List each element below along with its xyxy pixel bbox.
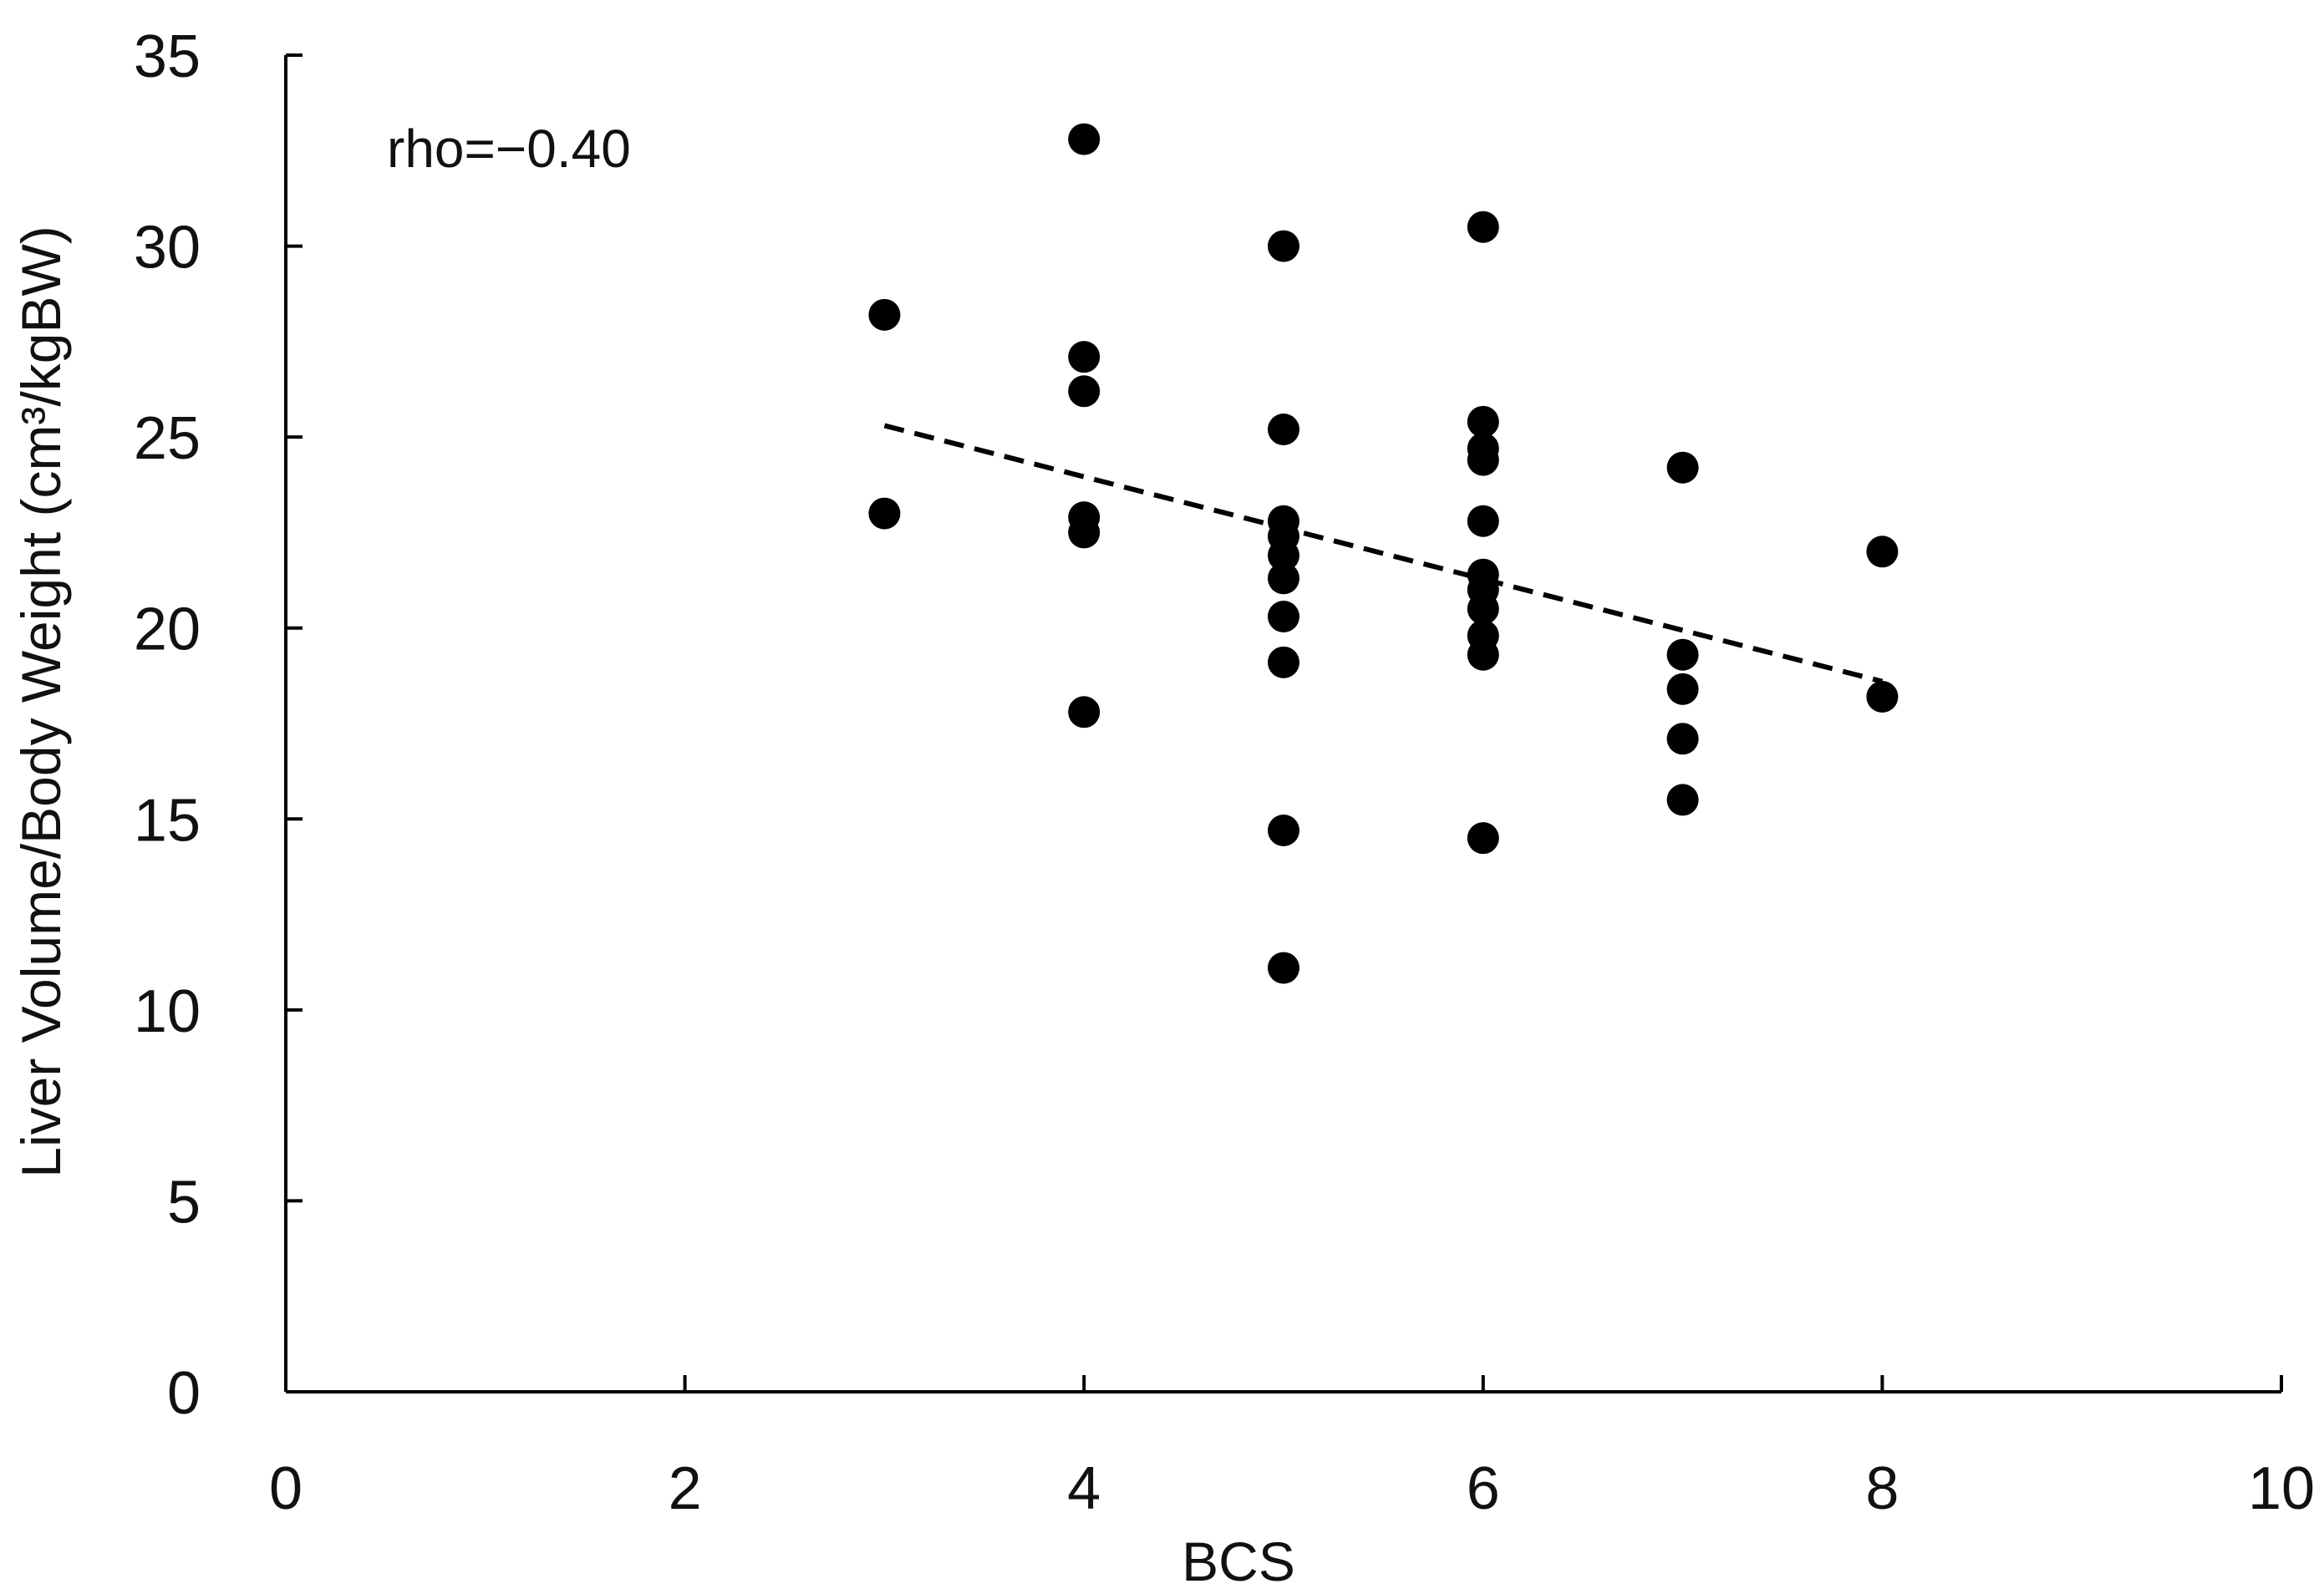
data-point [1268,815,1299,846]
data-point [1666,451,1699,484]
ticks: 0 2 4 6 8 10 0 5 10 15 20 25 30 35 [134,23,2315,1522]
data-point [1268,646,1299,678]
rho-annotation: rho=−0.40 [387,119,631,179]
data-point [1666,673,1699,705]
x-tick-label: 4 [1067,1455,1101,1522]
data-point [1467,211,1499,243]
trendline [883,423,1884,684]
x-tick-label: 6 [1467,1455,1500,1522]
y-tick-label: 30 [134,215,201,282]
x-tick-label: 8 [1865,1455,1899,1522]
data-point [1666,784,1699,816]
data-point [1866,681,1899,713]
x-axis-label: BCS [1182,1531,1295,1592]
data-point [1268,601,1299,632]
x-tick-label: 10 [2248,1455,2315,1522]
data-point [1666,638,1699,671]
y-tick-label: 20 [134,596,201,663]
data-point [1068,696,1101,728]
trendline-layer [883,423,1884,684]
data-point [1068,341,1101,373]
data-point [868,497,901,530]
y-tick-label: 25 [134,405,201,472]
y-tick-label: 35 [134,23,201,90]
data-point [1467,405,1499,438]
data-point [868,298,901,331]
data-point [1068,516,1101,549]
y-tick-label: 15 [134,787,201,854]
data-point [1068,123,1101,155]
y-tick-label: 10 [134,978,201,1045]
axes [284,55,2281,1393]
x-tick-label: 0 [269,1455,303,1522]
data-point [1666,723,1699,755]
y-tick-label: 0 [167,1360,201,1427]
data-point [1268,952,1299,984]
y-axis-label: Liver Volume/Body Weight (cm³/kgBW) [10,226,72,1177]
x-tick-label: 2 [669,1455,702,1522]
data-point [1268,414,1299,445]
data-point [1068,375,1101,408]
data-point [1268,562,1299,595]
data-point [1467,822,1499,855]
data-point [1866,536,1899,568]
data-point [1467,592,1499,625]
data-point [1467,505,1499,537]
data-point [1467,444,1499,476]
data-point [1268,539,1299,571]
data-point [1467,638,1499,671]
y-tick-label: 5 [167,1169,201,1236]
data-point [1268,230,1299,262]
points-layer [868,123,1899,984]
